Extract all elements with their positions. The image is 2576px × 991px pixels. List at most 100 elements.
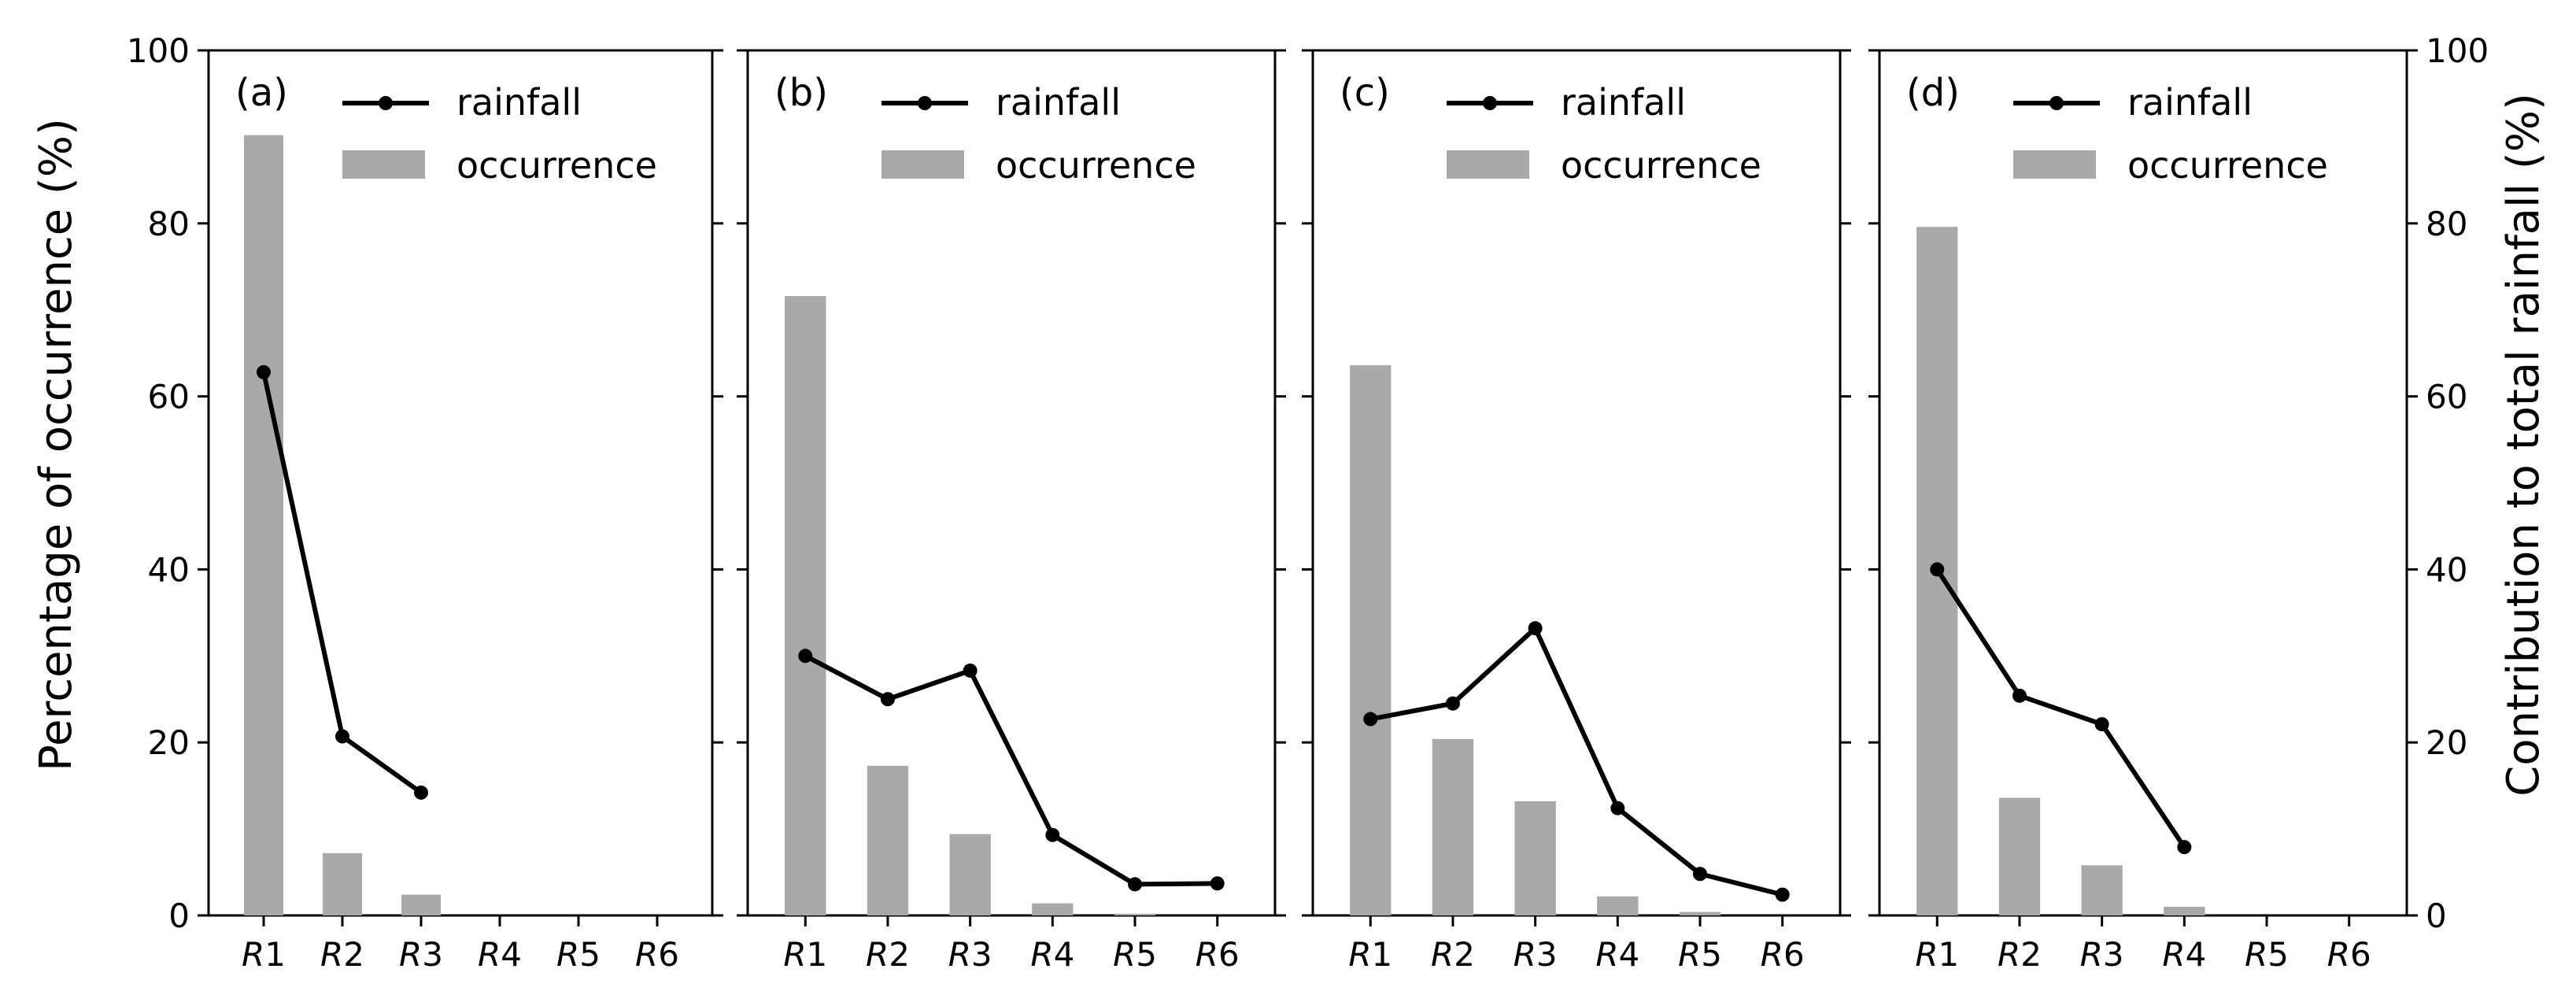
x-tick-label-letter: R: [1761, 935, 1783, 974]
x-tick-label: R1: [783, 935, 827, 974]
rainfall-point: [2177, 840, 2192, 855]
rainfall-point: [335, 729, 349, 744]
x-tick-label: R6: [635, 935, 679, 974]
x-tick-label: R3: [399, 935, 443, 974]
legend-occurrence-label: occurrence: [456, 144, 657, 187]
x-tick-label-number: 3: [422, 935, 443, 974]
x-tick-label-number: 5: [2267, 935, 2289, 974]
rainfall-point: [1528, 621, 1543, 636]
x-tick-label-letter: R: [783, 935, 806, 974]
x-tick-label: R5: [1678, 935, 1722, 974]
x-tick-label-number: 6: [658, 935, 679, 974]
rainfall-point: [1210, 876, 1225, 891]
x-tick-label-number: 5: [1136, 935, 1157, 974]
occurrence-bar: [2164, 907, 2205, 915]
legend-occurrence-label: occurrence: [996, 144, 1196, 187]
x-tick-label-number: 6: [1783, 935, 1805, 974]
x-tick-label-number: 2: [2020, 935, 2042, 974]
rainfall-point: [963, 663, 978, 678]
occurrence-bar: [1350, 365, 1391, 915]
x-tick-label-number: 3: [1536, 935, 1558, 974]
y-tick-label-right: 0: [2426, 897, 2447, 935]
x-tick-label: R4: [478, 935, 522, 974]
y-tick-label-left: 80: [148, 205, 190, 243]
x-tick-label-letter: R: [2162, 935, 2185, 974]
x-tick-label-letter: R: [635, 935, 658, 974]
x-tick-label: R6: [2327, 935, 2371, 974]
rainfall-point: [414, 785, 428, 800]
legend-occurrence-swatch: [342, 150, 425, 179]
occurrence-bar: [1432, 738, 1474, 915]
occurrence-bar: [785, 296, 826, 916]
x-tick-label: R2: [1998, 935, 2042, 974]
rainfall-point: [798, 649, 813, 664]
x-tick-label: R6: [1761, 935, 1805, 974]
x-tick-label: R3: [948, 935, 992, 974]
rainfall-point: [257, 364, 271, 379]
x-tick-label: R4: [2162, 935, 2206, 974]
x-tick-label-letter: R: [948, 935, 971, 974]
legend-rainfall-label: rainfall: [996, 81, 1121, 124]
x-tick-label-number: 4: [501, 935, 522, 974]
panel-label: (b): [774, 71, 828, 115]
y-tick-label-right: 20: [2426, 723, 2467, 762]
x-tick-label: R3: [1513, 935, 1558, 974]
legend-occurrence-swatch: [881, 150, 964, 179]
x-tick-label-letter: R: [242, 935, 264, 974]
x-tick-label: R1: [1348, 935, 1392, 974]
x-tick-label-letter: R: [1678, 935, 1701, 974]
right-axis-title: Contribution to total rainfall (%): [2498, 93, 2549, 797]
x-tick-label-letter: R: [1113, 935, 1136, 974]
plot-frame: [1878, 49, 2408, 917]
x-tick-label: R5: [1113, 935, 1157, 974]
x-tick-label-number: 4: [1054, 935, 1075, 974]
x-tick-label: R3: [2080, 935, 2124, 974]
x-tick-label-letter: R: [1998, 935, 2020, 974]
y-tick-label-right: 60: [2426, 378, 2467, 416]
x-tick-label: R4: [1030, 935, 1074, 974]
occurrence-bar: [949, 834, 991, 915]
occurrence-bar: [244, 135, 283, 915]
x-tick-label-letter: R: [2245, 935, 2267, 974]
rainfall-line: [804, 653, 1218, 887]
panel-label: (c): [1340, 71, 1390, 115]
rainfall-line: [1369, 626, 1783, 897]
y-tick-label-left: 60: [148, 378, 190, 416]
legend-occurrence-swatch: [1447, 150, 1529, 179]
legend-rainfall-marker: [918, 96, 932, 110]
x-tick-label-number: 5: [1701, 935, 1722, 974]
x-tick-label-letter: R: [1030, 935, 1053, 974]
occurrence-bar: [1514, 801, 1556, 915]
rainfall-point: [1693, 867, 1708, 882]
occurrence-bar: [1679, 911, 1721, 915]
occurrence-bar: [323, 852, 362, 915]
legend-rainfall-marker: [1483, 96, 1497, 110]
x-tick-label: R2: [866, 935, 910, 974]
plot-frame: [746, 49, 1277, 917]
x-tick-label-letter: R: [399, 935, 422, 974]
x-tick-label-number: 1: [1372, 935, 1393, 974]
x-tick-label-number: 5: [579, 935, 601, 974]
legend-rainfall-marker: [2049, 96, 2064, 110]
x-tick-label: R4: [1595, 935, 1639, 974]
x-tick-label-letter: R: [866, 935, 889, 974]
x-tick-label-letter: R: [1196, 935, 1218, 974]
rainfall-point: [1363, 712, 1378, 727]
panel-label: (d): [1906, 71, 1960, 115]
x-tick-label-letter: R: [1348, 935, 1371, 974]
plot-frame: [207, 49, 714, 917]
occurrence-bar: [1597, 896, 1639, 915]
x-tick-label: R6: [1196, 935, 1240, 974]
x-tick-label: R2: [320, 935, 364, 974]
legend-rainfall-label: rainfall: [456, 81, 582, 124]
rainfall-line: [1935, 568, 2186, 849]
x-tick-label-number: 3: [2103, 935, 2124, 974]
rainfall-point: [880, 692, 895, 707]
x-tick-label-letter: R: [478, 935, 501, 974]
x-tick-label-number: 2: [889, 935, 910, 974]
rainfall-point: [1445, 696, 1460, 711]
